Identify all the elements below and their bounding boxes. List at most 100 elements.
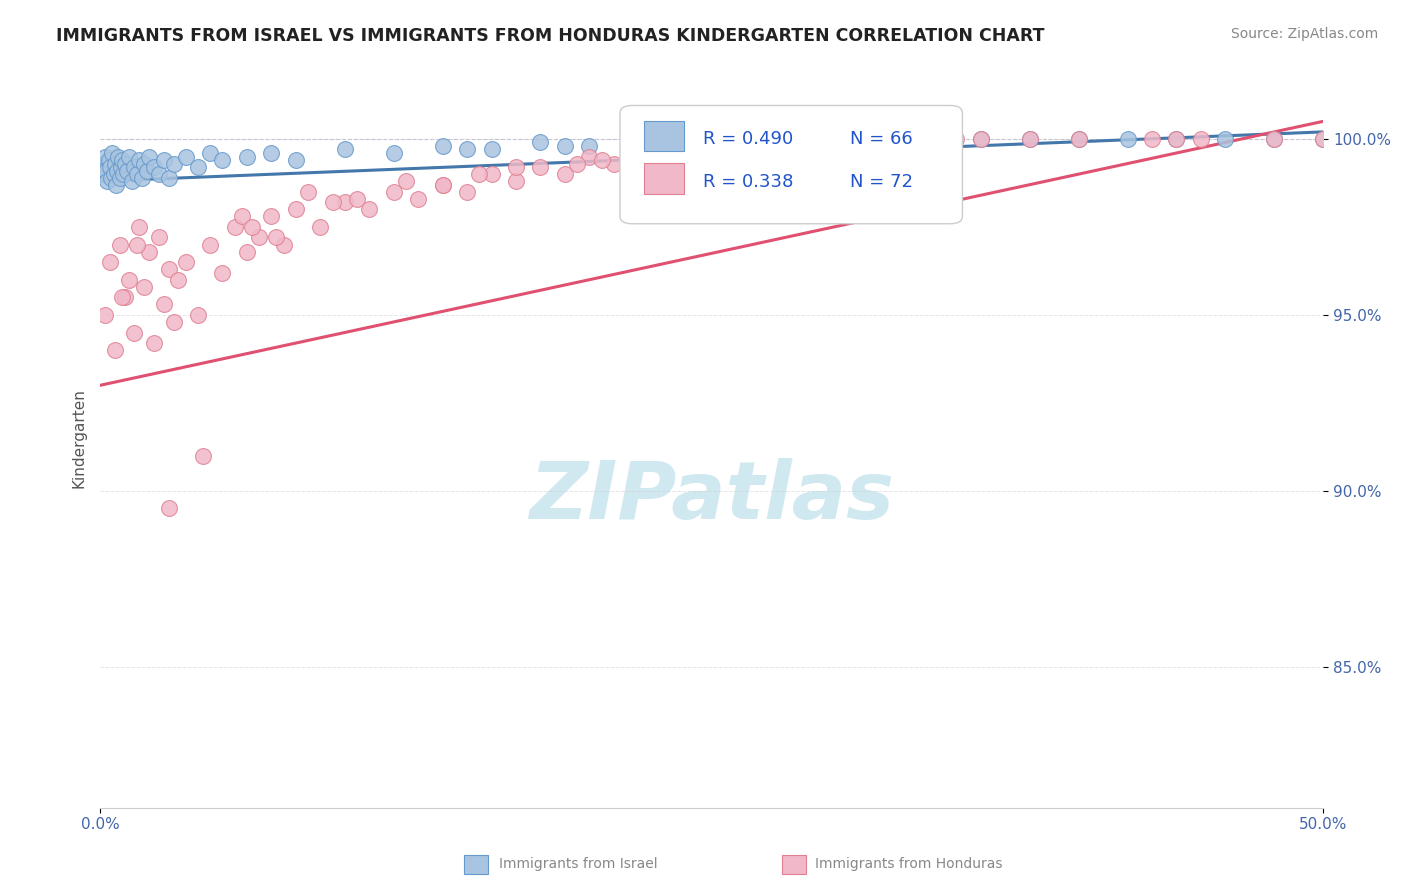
- Point: [1067, 132, 1090, 146]
- Point: [970, 132, 993, 146]
- Point: [260, 146, 283, 161]
- Point: [603, 156, 626, 170]
- Point: [152, 297, 174, 311]
- Point: [395, 174, 418, 188]
- Point: [191, 449, 214, 463]
- Point: [125, 167, 148, 181]
- Point: [749, 136, 772, 150]
- Bar: [644, 120, 683, 152]
- Point: [1189, 132, 1212, 146]
- Point: [148, 167, 170, 181]
- Point: [138, 149, 160, 163]
- Point: [104, 156, 127, 170]
- Point: [187, 308, 209, 322]
- Point: [481, 143, 503, 157]
- Point: [725, 136, 748, 150]
- Point: [333, 195, 356, 210]
- Point: [627, 136, 650, 150]
- Point: [96, 163, 118, 178]
- Point: [627, 143, 650, 157]
- Y-axis label: Kindergarten: Kindergarten: [72, 388, 86, 488]
- Point: [1312, 132, 1334, 146]
- Point: [432, 178, 454, 192]
- Point: [105, 178, 128, 192]
- Point: [896, 132, 918, 146]
- Point: [240, 219, 263, 234]
- Point: [97, 153, 120, 167]
- Point: [1018, 132, 1040, 146]
- Point: [134, 279, 156, 293]
- Point: [135, 163, 157, 178]
- Point: [432, 139, 454, 153]
- Bar: [782, 855, 806, 874]
- Point: [247, 230, 270, 244]
- Point: [554, 139, 576, 153]
- Point: [157, 501, 180, 516]
- Point: [124, 160, 146, 174]
- Point: [112, 167, 135, 181]
- Point: [432, 178, 454, 192]
- Text: Immigrants from Honduras: Immigrants from Honduras: [815, 857, 1002, 871]
- Point: [91, 167, 114, 181]
- Point: [118, 273, 141, 287]
- Point: [167, 273, 190, 287]
- Point: [138, 244, 160, 259]
- Point: [100, 170, 122, 185]
- Point: [124, 326, 146, 340]
- Point: [529, 136, 551, 150]
- Point: [162, 315, 184, 329]
- Point: [115, 163, 138, 178]
- Point: [872, 132, 894, 146]
- Point: [970, 132, 993, 146]
- Point: [118, 149, 141, 163]
- Point: [725, 132, 748, 146]
- Point: [481, 167, 503, 181]
- Point: [823, 132, 845, 146]
- Point: [333, 143, 356, 157]
- Point: [1263, 132, 1285, 146]
- Point: [114, 290, 136, 304]
- Point: [98, 255, 121, 269]
- Point: [1140, 132, 1163, 146]
- Text: N = 66: N = 66: [849, 130, 912, 148]
- Point: [578, 149, 600, 163]
- Point: [174, 255, 197, 269]
- Point: [236, 244, 259, 259]
- Point: [105, 163, 128, 178]
- Point: [773, 132, 796, 146]
- Point: [200, 146, 222, 161]
- Point: [121, 174, 143, 188]
- Text: N = 72: N = 72: [849, 173, 912, 192]
- Point: [236, 149, 259, 163]
- Point: [260, 210, 283, 224]
- Point: [591, 153, 613, 167]
- Point: [231, 210, 253, 224]
- Point: [134, 156, 156, 170]
- Point: [104, 343, 127, 357]
- Point: [101, 146, 124, 161]
- Point: [640, 146, 662, 161]
- Text: Source: ZipAtlas.com: Source: ZipAtlas.com: [1230, 27, 1378, 41]
- Point: [174, 149, 197, 163]
- Point: [676, 132, 699, 146]
- Point: [505, 160, 527, 174]
- Point: [1166, 132, 1188, 146]
- Point: [107, 149, 129, 163]
- FancyBboxPatch shape: [620, 105, 963, 224]
- Bar: [464, 855, 488, 874]
- Point: [128, 153, 150, 167]
- Point: [111, 290, 134, 304]
- Point: [284, 202, 307, 217]
- Point: [284, 153, 307, 167]
- Point: [224, 219, 246, 234]
- Point: [1312, 132, 1334, 146]
- Point: [128, 219, 150, 234]
- Point: [94, 308, 117, 322]
- Point: [945, 132, 967, 146]
- Point: [162, 156, 184, 170]
- Point: [297, 185, 319, 199]
- Point: [142, 336, 165, 351]
- Point: [676, 139, 699, 153]
- Point: [114, 156, 136, 170]
- Point: [823, 132, 845, 146]
